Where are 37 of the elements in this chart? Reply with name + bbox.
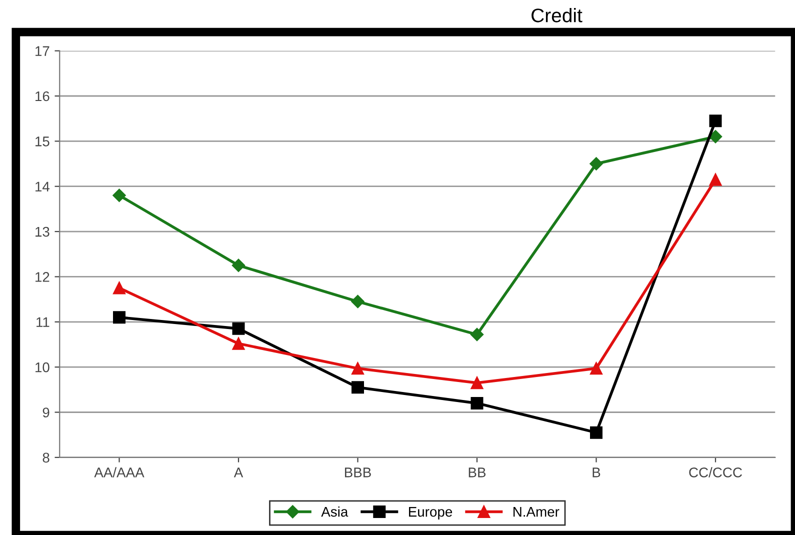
y-tick-label: 16 (36, 91, 50, 102)
point (232, 258, 246, 272)
point (709, 114, 722, 128)
legend-label: Europe (409, 507, 452, 520)
point (351, 294, 364, 308)
point (113, 282, 126, 294)
point (113, 311, 126, 324)
y-tick-label: 14 (36, 182, 50, 192)
x-tick-label: BBB (344, 468, 371, 478)
legend-label: N.Amer (514, 507, 560, 517)
point (470, 328, 484, 342)
y-tick-label: 15 (36, 136, 50, 146)
point (112, 188, 126, 202)
point (590, 362, 602, 375)
point (470, 396, 484, 410)
x-tick-label: AA/AAA (94, 467, 144, 478)
x-tick-label: CC/CCC (689, 467, 742, 478)
point (352, 381, 364, 394)
legend-label: Asia (321, 506, 348, 517)
y-tick-label: 9 (42, 408, 50, 418)
y-tick-label: 8 (42, 452, 50, 463)
y-tick-label: 13 (36, 226, 50, 237)
point (232, 337, 245, 350)
point (709, 173, 722, 186)
x-tick-label: B (592, 468, 600, 478)
chart-title: Credit (532, 8, 582, 22)
y-tick-label: 10 (36, 362, 50, 372)
x-tick-label: BB (468, 468, 486, 478)
x-tick-label: A (234, 468, 244, 478)
y-tick-label: 17 (36, 46, 50, 56)
point (232, 322, 245, 335)
point (590, 426, 602, 439)
point (352, 362, 364, 375)
point (590, 157, 603, 170)
y-tick-label: 12 (36, 272, 50, 282)
point (470, 376, 484, 390)
y-tick-label: 11 (36, 317, 50, 327)
